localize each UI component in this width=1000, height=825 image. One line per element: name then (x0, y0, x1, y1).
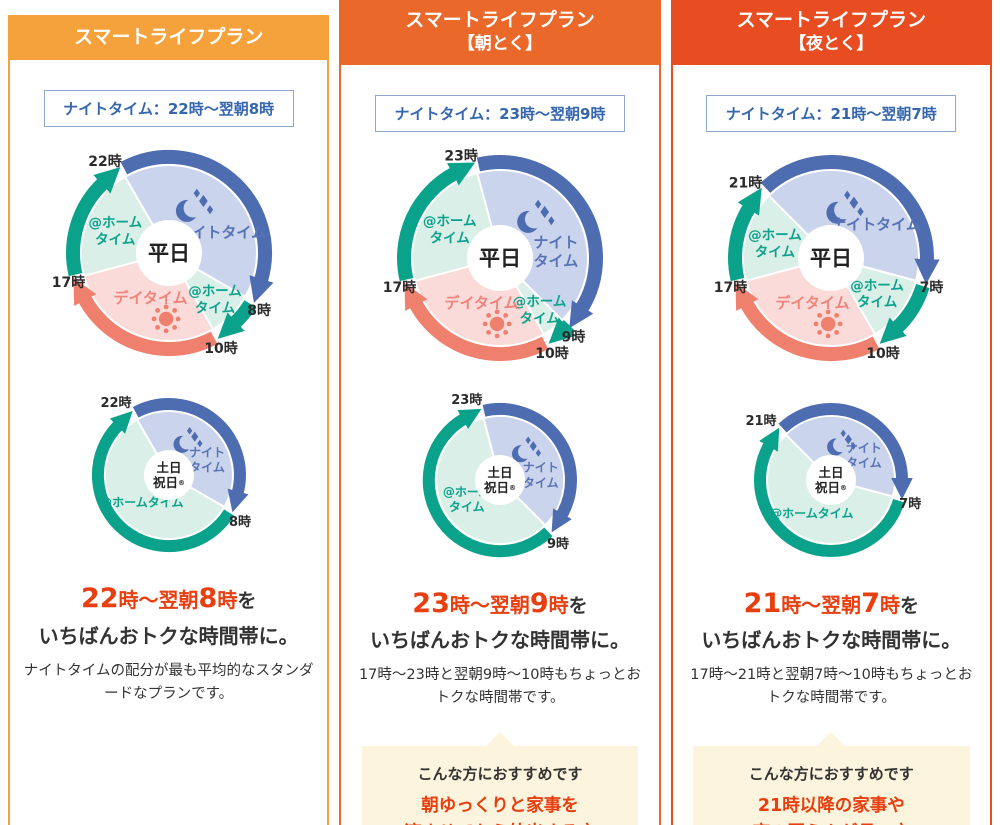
svg-text:21時: 21時 (729, 174, 762, 191)
svg-text:22時: 22時 (100, 395, 131, 411)
svg-text:@ホームタイム: @ホームタイム (770, 506, 853, 520)
weekend-clock-diagram: ナイトタイム @ホームタイム 22時 8時 土日祝日® (49, 383, 289, 571)
svg-text:ナイトタイム: ナイトタイム (846, 441, 882, 470)
plan-description: ナイトタイムの配分が最も平均的なスタンダードなプランです。 (23, 662, 314, 702)
plan-body: ナイトタイム：21時〜翌朝7時 ナイトタイム @ホームタイム デイタイム @ホームタイ… (670, 64, 992, 825)
svg-text:ナイトタイム: ナイトタイム (533, 233, 578, 270)
svg-text:10時: 10時 (867, 345, 900, 362)
best-time-headline: 22時〜翌朝8時を いちばんおトクな時間帯に。 (38, 583, 299, 648)
svg-text:10時: 10時 (535, 345, 568, 362)
nighttime-banner: ナイトタイム：21時〜翌朝7時 (706, 94, 957, 132)
svg-text:23時: 23時 (444, 147, 477, 164)
svg-text:17時: 17時 (714, 278, 747, 295)
svg-text:デイタイム: デイタイム (113, 289, 187, 307)
svg-text:@ホームタイム: @ホームタイム (513, 294, 567, 327)
svg-text:ナイトタイム: ナイトタイム (176, 223, 266, 241)
plan-description: 17時〜21時と翌朝7時〜10時もちょっとおトクな時間帯です。 (690, 666, 973, 707)
callout-line: 夜の団らんが長い方 (699, 820, 964, 825)
headline-hour-end: 9 (529, 587, 549, 619)
svg-text:23時: 23時 (451, 391, 482, 407)
svg-text:17時: 17時 (383, 278, 416, 295)
svg-text:22時: 22時 (88, 153, 121, 170)
plan-header: スマートライフプラン 【朝とく】 (339, 0, 661, 65)
svg-text:デイタイム: デイタイム (776, 294, 850, 312)
plan-description: 17時〜23時と翌朝9時〜10時もちょっとおトクな時間帯です。 (358, 666, 642, 707)
headline-hour-start: 22 (80, 583, 119, 615)
svg-text:デイタイム: デイタイム (444, 294, 518, 312)
svg-text:7時: 7時 (899, 496, 921, 512)
weekday-clock-diagram: ナイトタイム @ホームタイム デイタイム @ホームタイム 23時 9時 10時 17時 平日 (350, 138, 650, 382)
plan-header: スマートライフプラン (8, 15, 330, 61)
svg-text:@ホームタイム: @ホームタイム (851, 277, 905, 310)
svg-text:土日祝日®: 土日祝日® (484, 465, 516, 495)
headline-line2: いちばんおトクな時間帯に。 (38, 623, 299, 648)
nighttime-banner: ナイトタイム：23時〜翌朝9時 (375, 94, 625, 132)
svg-text:@ホームタイム: @ホームタイム (423, 213, 477, 246)
weekday-clock-diagram: ナイトタイム @ホームタイム デイタイム @ホームタイム 21時 7時 10時 17時 平日 (681, 138, 981, 382)
recommend-callout: こんな方におすすめです 朝ゆっくりと家事を 済ませてから外出する方 (361, 746, 639, 825)
svg-text:8時: 8時 (229, 514, 251, 530)
svg-text:21時: 21時 (746, 413, 777, 429)
svg-text:@ホームタイム: @ホームタイム (748, 227, 802, 260)
plan-title: スマートライフプラン (405, 9, 595, 31)
plan-subtitle: 【朝とく】 (457, 34, 543, 55)
plan-title: スマートライフプラン (73, 26, 264, 48)
svg-text:土日祝日®: 土日祝日® (815, 465, 847, 495)
headline-hour-start: 23 (412, 587, 450, 619)
headline-line2: いちばんおトクな時間帯に。 (369, 627, 630, 652)
svg-text:ナイトタイム: ナイトタイム (523, 460, 559, 489)
callout-title: こんな方におすすめです (748, 765, 914, 784)
weekday-clock-diagram: ナイトタイム @ホームタイム デイタイム @ホームタイム 22時 8時 10時 17時 平日 (19, 133, 319, 377)
svg-text:ナイトタイム: ナイトタイム (189, 445, 225, 474)
svg-text:平日: 平日 (810, 246, 852, 270)
callout-line: 済ませてから外出する方 (368, 820, 633, 825)
svg-text:@ホームタイム: @ホームタイム (188, 284, 242, 317)
svg-text:ナイトタイム: ナイトタイム (831, 215, 921, 233)
plan-title: スマートライフプラン (736, 9, 927, 31)
svg-text:9時: 9時 (547, 536, 569, 552)
best-time-headline: 23時〜翌朝9時を いちばんおトクな時間帯に。 (369, 587, 630, 652)
headline-hour-end: 8 (198, 583, 218, 615)
svg-text:平日: 平日 (479, 246, 521, 270)
headline-line2: いちばんおトクな時間帯に。 (701, 627, 962, 652)
plan-body: ナイトタイム：23時〜翌朝9時 ナイトタイム @ホームタイム デイタイム @ホームタイ… (339, 64, 661, 825)
svg-text:平日: 平日 (148, 242, 190, 266)
headline-hour-start: 21 (743, 587, 782, 619)
svg-text:10時: 10時 (204, 340, 237, 357)
best-time-headline: 21時〜翌朝7時を いちばんおトクな時間帯に。 (701, 587, 962, 652)
callout-title: こんな方におすすめです (417, 765, 583, 784)
svg-text:@ホームタイム: @ホームタイム (88, 215, 142, 248)
plan-body: ナイトタイム：22時〜翌朝8時 ナイトタイム @ホームタイム デイタイム @ホームタイ… (8, 60, 330, 825)
plan-card-yorutoku: スマートライフプラン 【夜とく】 ナイトタイム：21時〜翌朝7時 ナイトタイム @… (670, 0, 992, 825)
svg-text:8時: 8時 (247, 302, 271, 319)
plan-card-asatoku: スマートライフプラン 【朝とく】 ナイトタイム：23時〜翌朝9時 ナイトタイム @… (339, 0, 661, 825)
callout-line: 朝ゆっくりと家事を (421, 796, 579, 817)
weekend-clock-diagram: ナイトタイム @ホームタイム 21時 7時 土日祝日® (711, 388, 951, 576)
svg-text:7時: 7時 (920, 278, 944, 295)
callout-line: 21時以降の家事や (757, 796, 905, 817)
weekend-clock-diagram: ナイトタイム @ホームタイム 23時 9時 土日祝日® (380, 388, 620, 576)
svg-text:17時: 17時 (51, 274, 84, 291)
svg-text:9時: 9時 (562, 328, 586, 345)
plan-card-standard: スマートライフプラン ナイトタイム：22時〜翌朝8時 ナイトタイム @ホームタイム… (8, 0, 330, 825)
headline-hour-end: 7 (861, 587, 880, 619)
plan-header: スマートライフプラン 【夜とく】 (670, 0, 992, 65)
recommend-callout: こんな方におすすめです 21時以降の家事や 夜の団らんが長い方 (693, 746, 970, 825)
svg-text:土日祝日®: 土日祝日® (153, 460, 185, 490)
plan-subtitle: 【夜とく】 (789, 34, 874, 55)
nighttime-banner: ナイトタイム：22時〜翌朝8時 (43, 90, 294, 128)
